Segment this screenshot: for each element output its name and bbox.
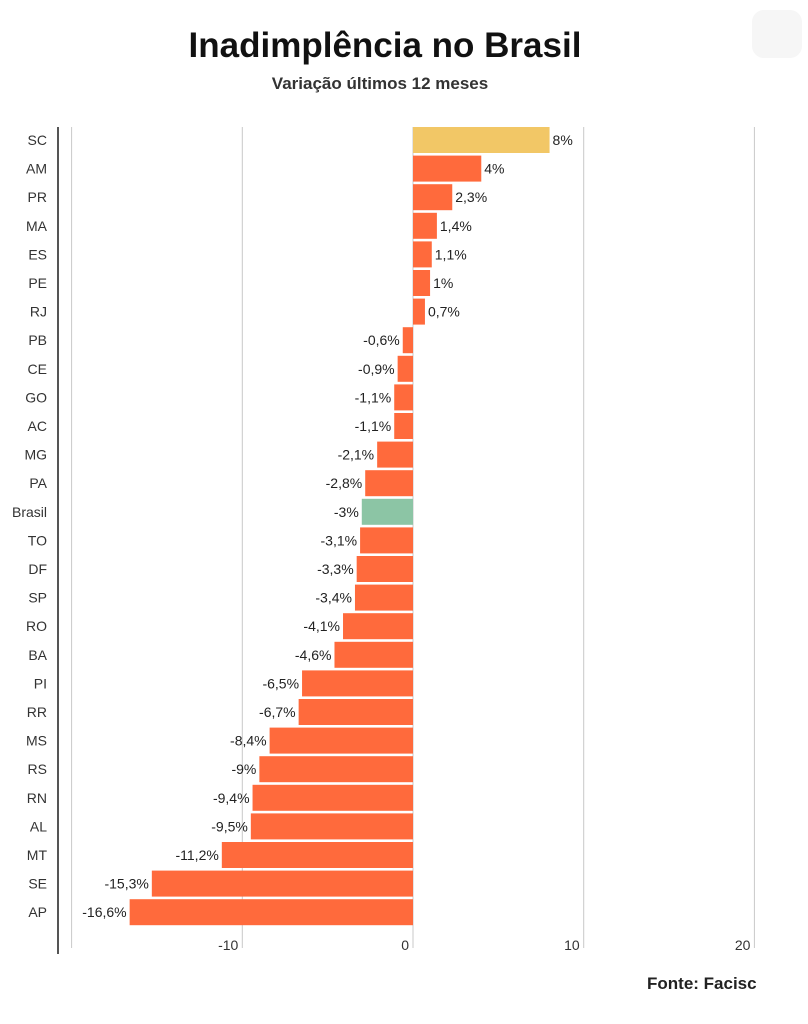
value-label-pe: 1%: [433, 275, 453, 291]
category-label-se: SE: [28, 876, 47, 892]
value-label-am: 4%: [484, 161, 504, 177]
bar-sp: [354, 584, 413, 611]
value-label-rn: -9,4%: [213, 790, 250, 806]
value-label-pi: -6,5%: [262, 675, 299, 691]
bar-ap: [129, 899, 413, 926]
category-label-ro: RO: [26, 618, 47, 634]
bar-pb: [402, 327, 413, 354]
value-label-ap: -16,6%: [82, 904, 126, 920]
value-label-rj: 0,7%: [428, 304, 460, 320]
category-label-sc: SC: [28, 132, 47, 148]
category-label-ba: BA: [28, 647, 47, 663]
bar-pr: [413, 184, 453, 211]
category-label-al: AL: [30, 818, 47, 834]
category-label-ac: AC: [28, 418, 47, 434]
x-tick-label-4: 20: [735, 937, 751, 953]
value-label-ac: -1,1%: [355, 418, 392, 434]
category-label-rj: RJ: [30, 304, 47, 320]
category-label-pi: PI: [34, 675, 47, 691]
x-tick-label-1: -10: [218, 937, 238, 953]
category-label-rs: RS: [28, 761, 47, 777]
category-label-ma: MA: [26, 218, 48, 234]
value-label-brasil: -3%: [334, 504, 359, 520]
value-label-es: 1,1%: [435, 246, 467, 262]
bar-pa: [365, 470, 413, 497]
bar-mt: [221, 842, 413, 868]
value-label-ce: -0,9%: [358, 361, 395, 377]
value-label-ro: -4,1%: [303, 618, 340, 634]
bar-ro: [343, 613, 413, 640]
value-label-df: -3,3%: [317, 561, 354, 577]
category-label-es: ES: [28, 246, 47, 262]
category-label-ce: CE: [28, 361, 47, 377]
bar-es: [413, 241, 432, 268]
bar-sc: [413, 127, 550, 153]
category-label-ms: MS: [26, 733, 47, 749]
value-label-se: -15,3%: [104, 876, 148, 892]
bar-mg: [377, 441, 413, 468]
value-label-rr: -6,7%: [259, 704, 296, 720]
category-label-mg: MG: [24, 447, 47, 463]
value-label-mt: -11,2%: [175, 847, 218, 863]
bar-am: [413, 155, 482, 182]
value-label-rs: -9%: [231, 761, 256, 777]
bar-brasil: [361, 498, 413, 525]
category-label-ap: AP: [28, 904, 47, 920]
category-label-pb: PB: [28, 332, 47, 348]
bar-al: [250, 813, 413, 840]
value-label-to: -3,1%: [321, 532, 358, 548]
category-label-pa: PA: [29, 475, 47, 491]
bar-df: [356, 556, 413, 582]
bar-rn: [252, 784, 413, 811]
bar-ma: [413, 212, 437, 239]
category-label-sp: SP: [28, 590, 47, 606]
category-label-am: AM: [26, 161, 47, 177]
category-label-to: TO: [28, 532, 47, 548]
x-tick-label-3: 10: [564, 937, 580, 953]
bar-pi: [302, 670, 413, 697]
bar-rj: [413, 298, 425, 325]
category-label-pe: PE: [28, 275, 47, 291]
bar-go: [394, 384, 413, 411]
corner-shade: [752, 10, 802, 58]
bar-ac: [394, 413, 413, 439]
bar-ce: [397, 355, 413, 382]
value-label-ms: -8,4%: [230, 733, 267, 749]
value-label-sc: 8%: [553, 132, 573, 148]
value-label-al: -9,5%: [211, 818, 248, 834]
category-label-rr: RR: [27, 704, 47, 720]
chart-subtitle: Variação últimos 12 meses: [271, 74, 489, 93]
category-label-go: GO: [25, 389, 47, 405]
value-label-pb: -0,6%: [363, 332, 400, 348]
value-label-mg: -2,1%: [338, 447, 375, 463]
value-label-sp: -3,4%: [315, 590, 352, 606]
bar-ba: [334, 641, 413, 668]
value-label-ma: 1,4%: [440, 218, 472, 234]
category-label-mt: MT: [27, 847, 48, 863]
category-label-df: DF: [28, 561, 47, 577]
bar-pe: [413, 270, 431, 296]
value-label-go: -1,1%: [355, 389, 392, 405]
bar-rs: [259, 756, 413, 783]
value-label-pr: 2,3%: [455, 189, 487, 205]
category-label-rn: RN: [27, 790, 47, 806]
chart-title: Inadimplência no Brasil: [188, 26, 582, 65]
category-label-brasil: Brasil: [12, 504, 47, 520]
bar-ms: [269, 727, 413, 754]
source-note: Fonte: Facisc: [647, 974, 757, 993]
bar-se: [151, 870, 414, 897]
value-label-ba: -4,6%: [295, 647, 332, 663]
x-tick-label-2: 0: [401, 937, 409, 953]
category-label-pr: PR: [28, 189, 47, 205]
bar-to: [360, 527, 413, 554]
value-label-pa: -2,8%: [326, 475, 363, 491]
bar-rr: [298, 699, 413, 725]
